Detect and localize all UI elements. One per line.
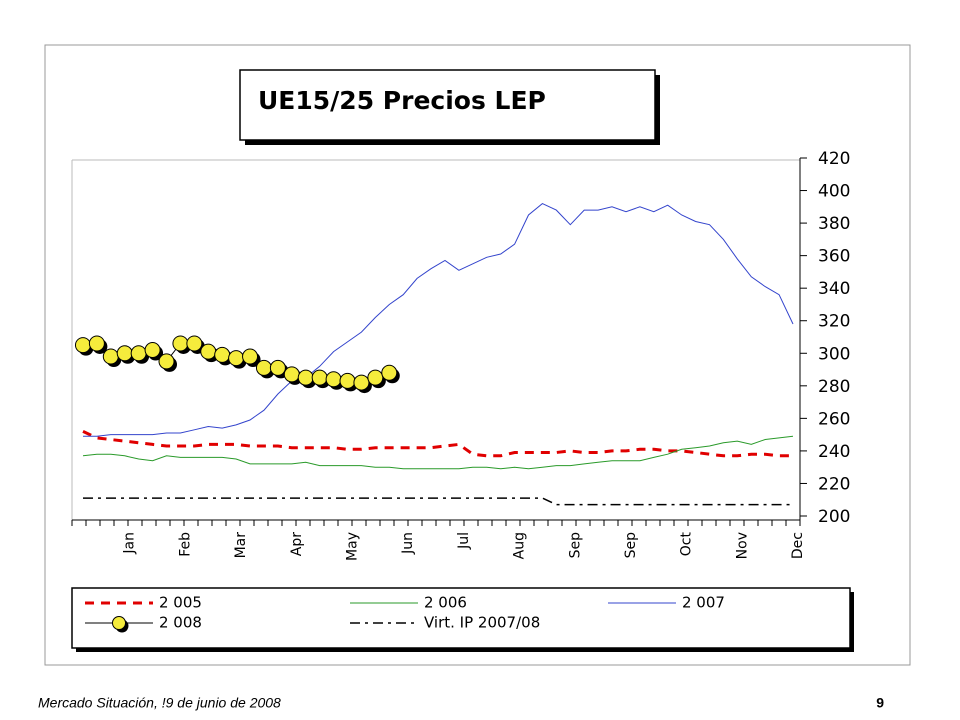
y-tick-label: 400 — [818, 182, 850, 202]
marker — [172, 335, 189, 352]
marker — [311, 369, 328, 386]
x-tick-label: Aug — [512, 532, 528, 559]
y-tick-label: 260 — [818, 409, 850, 429]
marker — [367, 369, 384, 386]
marker — [88, 335, 105, 352]
x-tick-label: May — [345, 532, 361, 561]
marker — [200, 343, 217, 360]
y-tick-label: 200 — [818, 507, 850, 527]
x-tick-label: Nov — [734, 532, 750, 559]
title-box — [239, 69, 656, 141]
y-tick-label: 380 — [818, 214, 850, 234]
x-tick-label: Apr — [289, 532, 305, 556]
marker — [297, 369, 314, 386]
y-tick-label: 360 — [818, 247, 850, 267]
legend-marker — [112, 616, 126, 630]
x-tick-label: Dec — [790, 532, 806, 559]
marker — [130, 345, 147, 362]
marker — [74, 337, 91, 354]
marker — [158, 353, 175, 370]
legend-label: 2 007 — [682, 594, 725, 612]
marker — [269, 359, 286, 376]
marker — [381, 364, 398, 381]
marker — [228, 350, 245, 367]
x-tick-label: Jan — [122, 532, 138, 555]
y-tick-label: 420 — [818, 149, 850, 169]
chart-title: UE15/25 Precios LEP — [258, 86, 546, 115]
page-number: 9 — [876, 695, 884, 711]
marker — [186, 335, 203, 352]
legend-label: 2 006 — [424, 594, 467, 612]
legend-label: 2 005 — [159, 594, 202, 612]
x-tick-label: Jun — [400, 532, 416, 555]
legend-label: 2 008 — [159, 614, 202, 632]
legend-label: Virt. IP 2007/08 — [424, 614, 540, 632]
y-tick-label: 300 — [818, 344, 850, 364]
y-tick-label: 220 — [818, 474, 850, 494]
marker — [214, 346, 231, 363]
marker — [242, 348, 259, 365]
marker — [255, 359, 272, 376]
legend-box — [71, 587, 851, 649]
marker — [353, 374, 370, 391]
marker — [283, 366, 300, 383]
y-tick-label: 340 — [818, 279, 850, 299]
series-line — [82, 430, 793, 458]
marker — [102, 348, 119, 365]
marker — [325, 371, 342, 388]
marker — [144, 342, 161, 359]
footer: Mercado Situación, !9 de junio de 2008 — [38, 695, 281, 711]
x-tick-label: Sep — [567, 532, 583, 559]
marker — [116, 345, 133, 362]
x-tick-label: Oct — [679, 532, 695, 557]
y-tick-label: 240 — [818, 442, 850, 462]
series-line — [83, 497, 793, 506]
x-tick-label: Sep — [623, 532, 639, 559]
chart-frame — [44, 44, 911, 666]
x-tick-label: Mar — [233, 532, 249, 559]
marker — [339, 372, 356, 389]
series-line — [82, 435, 794, 470]
y-tick-label: 280 — [818, 377, 850, 397]
x-tick-label: Jul — [456, 532, 472, 550]
series-line — [83, 203, 794, 437]
y-tick-label: 320 — [818, 312, 850, 332]
x-tick-label: Feb — [177, 532, 193, 557]
